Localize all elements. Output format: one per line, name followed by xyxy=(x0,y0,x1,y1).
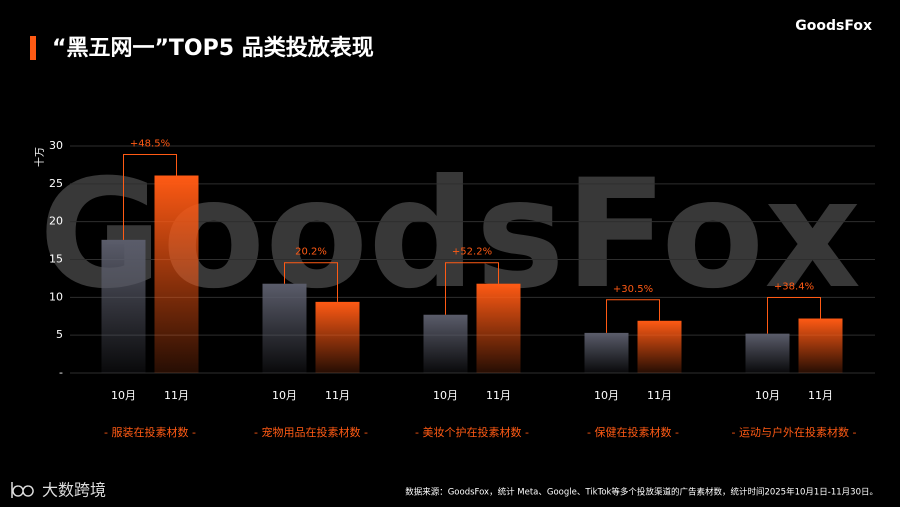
category-label: - 服装在投素材数 - xyxy=(104,425,196,439)
bar xyxy=(798,318,843,373)
category-label: - 美妆个护在投素材数 - xyxy=(415,425,529,439)
bar-series-label: 10月 xyxy=(755,389,780,402)
bar-series-label: 11月 xyxy=(325,389,350,402)
bar xyxy=(637,320,682,373)
footer-logo-icon xyxy=(11,482,34,498)
bar xyxy=(423,314,468,373)
change-label: +52.2% xyxy=(452,247,492,258)
category-label: - 运动与户外在投素材数 - xyxy=(732,425,857,439)
bar xyxy=(745,333,790,373)
bar-series-label: 10月 xyxy=(111,389,136,402)
bar xyxy=(154,175,199,373)
category-label: - 宠物用品在投素材数 - xyxy=(254,425,368,439)
brand-logo: GoodsFox xyxy=(795,18,872,34)
change-bracket xyxy=(123,154,177,240)
y-tick-label: 15 xyxy=(49,253,63,266)
y-tick-label: - xyxy=(59,366,63,379)
y-tick-label: 30 xyxy=(49,139,63,152)
bar xyxy=(101,239,146,373)
bar-series-label: 10月 xyxy=(433,389,458,402)
change-bracket xyxy=(284,262,338,302)
change-bracket xyxy=(445,262,499,315)
change-label: 20.2% xyxy=(295,247,327,258)
bar xyxy=(315,301,360,373)
change-label: +30.5% xyxy=(613,284,653,295)
y-unit: 十万 xyxy=(33,147,46,167)
title-accent xyxy=(30,36,36,60)
change-bracket xyxy=(606,299,660,333)
change-label: +38.4% xyxy=(774,282,814,293)
bar-series-label: 10月 xyxy=(594,389,619,402)
y-tick-label: 25 xyxy=(49,177,63,190)
category-label: - 保健在投素材数 - xyxy=(587,425,679,439)
source-note: 数据来源：GoodsFox，统计 Meta、Google、TikTok等多个投放… xyxy=(405,487,878,498)
change-bracket xyxy=(767,297,821,334)
y-tick-label: 5 xyxy=(56,328,63,341)
footer-brand: 大数跨境 xyxy=(42,481,106,500)
bar-series-label: 11月 xyxy=(164,389,189,402)
bar-series-label: 10月 xyxy=(272,389,297,402)
bar xyxy=(584,332,629,373)
y-tick-label: 10 xyxy=(49,290,63,303)
chart-title: “黑五网一”TOP5 品类投放表现 xyxy=(52,35,374,61)
bar xyxy=(262,283,307,373)
bar-series-label: 11月 xyxy=(808,389,833,402)
change-label: +48.5% xyxy=(130,139,170,150)
bar-series-label: 11月 xyxy=(486,389,511,402)
bar xyxy=(476,283,521,373)
y-tick-label: 20 xyxy=(49,215,63,228)
bar-series-label: 11月 xyxy=(647,389,672,402)
